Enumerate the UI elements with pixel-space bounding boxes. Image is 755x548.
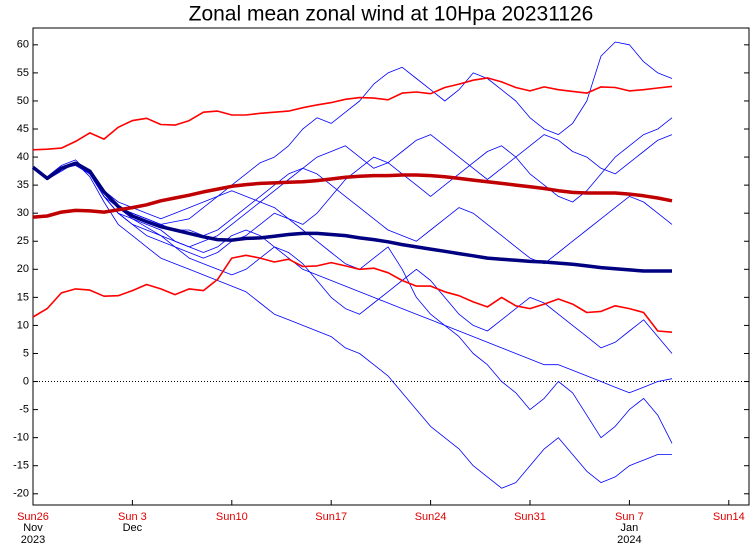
series-line [32,134,673,220]
y-tick-label: 10 [17,319,29,331]
month-label: Dec [123,522,143,534]
y-tick-label: 60 [17,39,29,51]
series-line [32,77,673,151]
series-line [32,117,673,248]
month-label: Jan [621,522,639,534]
y-tick-label: 20 [17,263,29,275]
chart-title: Zonal mean zonal wind at 10Hpa 20231126 [189,3,594,26]
series-line [32,162,673,265]
x-tick-label: Sun 3 [118,511,147,523]
y-tick-label: 35 [17,179,29,191]
y-tick-label: -20 [13,488,29,500]
x-tick-label: Sun31 [514,511,546,523]
month-label: Nov [23,522,43,534]
x-tick-label: Sun17 [315,511,347,523]
y-tick-label: 40 [17,151,29,163]
y-tick-label: -5 [19,404,29,416]
year-label: 2023 [21,534,45,546]
x-tick-label: Sun 7 [615,511,644,523]
y-tick-label: 30 [17,207,29,219]
x-tick-label: Sun26 [17,511,49,523]
series-line [32,165,673,444]
series-line [32,162,673,354]
x-tick-label: Sun14 [713,511,745,523]
y-tick-label: 50 [17,95,29,107]
series-line [32,254,673,333]
y-tick-label: -15 [13,460,29,472]
series-line [32,41,673,225]
series-line [32,173,673,219]
y-tick-label: 45 [17,123,29,135]
series-line [32,162,672,489]
series-line [32,162,673,394]
y-tick-label: 55 [17,67,29,79]
y-tick-label: 25 [17,235,29,247]
year-label: 2024 [617,534,641,546]
x-tick-label: Sun10 [216,511,248,523]
y-tick-label: -10 [13,432,29,444]
y-tick-label: 0 [23,375,29,387]
y-tick-label: 5 [23,347,29,359]
plot-frame [32,27,750,506]
x-tick-label: Sun24 [415,511,447,523]
series-line [31,161,672,273]
y-tick-label: 15 [17,291,29,303]
